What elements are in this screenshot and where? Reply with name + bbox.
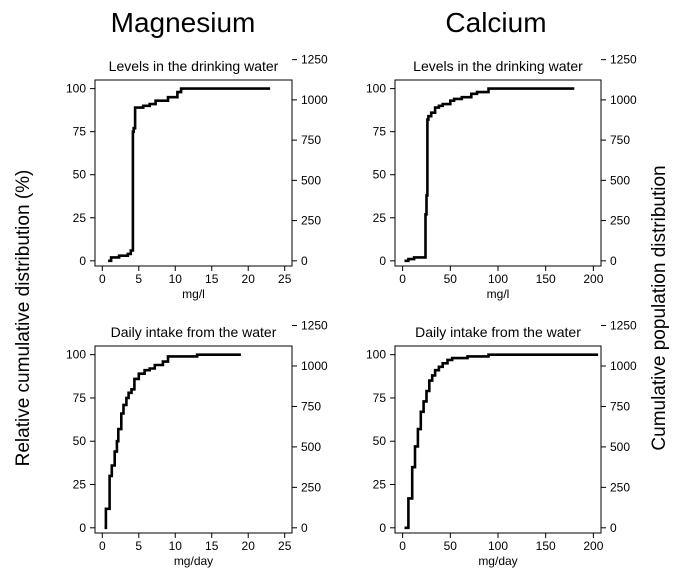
- y-tick-label: 100: [366, 82, 386, 96]
- y2-tick-label: 1250: [301, 319, 328, 333]
- x-tick-label: 150: [536, 272, 556, 286]
- y-tick-label: 75: [373, 391, 387, 405]
- y2-tick-label: 250: [610, 480, 630, 494]
- y2-tick-label: 0: [610, 254, 617, 268]
- x-tick-label: 5: [135, 539, 142, 553]
- right-axis-label: Cumulative population distribution: [649, 165, 670, 450]
- cumulative-step-line: [404, 87, 575, 263]
- y-tick-label: 50: [373, 434, 387, 448]
- cumulative-step-line: [104, 353, 241, 530]
- x-tick-label: 25: [278, 272, 292, 286]
- y2-tick-label: 0: [610, 521, 617, 535]
- y-tick-label: 100: [66, 348, 86, 362]
- y-tick-label: 75: [73, 125, 87, 139]
- panel-0: Levels in the drinking water025507510002…: [66, 53, 328, 301]
- y2-tick-label: 500: [301, 440, 321, 454]
- y2-tick-label: 0: [301, 254, 308, 268]
- x-tick-label: 100: [488, 539, 508, 553]
- y2-tick-label: 250: [301, 480, 321, 494]
- y-tick-label: 50: [73, 168, 87, 182]
- y-tick-label: 50: [73, 434, 87, 448]
- y-tick-label: 0: [379, 521, 386, 535]
- y-tick-label: 0: [379, 254, 386, 268]
- y-tick-label: 0: [79, 521, 86, 535]
- plot-frame: [94, 79, 293, 267]
- y2-tick-label: 750: [301, 399, 321, 413]
- x-tick-label: 200: [583, 272, 603, 286]
- x-tick-label: 20: [242, 272, 256, 286]
- panel-title: Levels in the drinking water: [109, 58, 279, 74]
- y-tick-label: 25: [73, 211, 87, 225]
- y-tick-label: 0: [79, 254, 86, 268]
- x-axis-label: mg/l: [487, 287, 510, 301]
- x-tick-label: 0: [399, 539, 406, 553]
- y2-tick-label: 250: [301, 214, 321, 228]
- x-tick-label: 200: [583, 539, 603, 553]
- column-title-calcium: Calcium: [445, 7, 546, 38]
- y2-tick-label: 1250: [301, 53, 328, 67]
- x-tick-label: 0: [399, 272, 406, 286]
- x-axis-label: mg/day: [174, 554, 213, 568]
- y2-tick-label: 1000: [610, 93, 637, 107]
- column-title-magnesium: Magnesium: [111, 7, 256, 38]
- panel-1: Levels in the drinking water025507510002…: [366, 53, 637, 301]
- y-tick-label: 100: [366, 348, 386, 362]
- x-tick-label: 10: [169, 539, 183, 553]
- panel-title: Daily intake from the water: [415, 324, 581, 340]
- y-tick-label: 75: [373, 125, 387, 139]
- y2-tick-label: 750: [610, 399, 630, 413]
- y-tick-label: 25: [73, 478, 87, 492]
- y2-tick-label: 500: [301, 173, 321, 187]
- y-tick-label: 25: [373, 478, 387, 492]
- y2-tick-label: 500: [610, 173, 630, 187]
- panel-title: Levels in the drinking water: [413, 58, 583, 74]
- x-tick-label: 150: [536, 539, 556, 553]
- y-tick-label: 100: [66, 82, 86, 96]
- left-axis-label: Relative cumulative distribution (%): [13, 170, 34, 467]
- plot-frame: [94, 345, 293, 534]
- y2-tick-label: 1000: [610, 359, 637, 373]
- y-tick-label: 50: [373, 168, 387, 182]
- x-tick-label: 50: [444, 539, 458, 553]
- y2-tick-label: 0: [301, 521, 308, 535]
- y-tick-label: 75: [73, 391, 87, 405]
- y2-tick-label: 500: [610, 440, 630, 454]
- x-tick-label: 50: [444, 272, 458, 286]
- y2-tick-label: 1000: [301, 359, 328, 373]
- x-axis-label: mg/day: [478, 554, 517, 568]
- y2-tick-label: 1250: [610, 53, 637, 67]
- x-tick-label: 10: [169, 272, 183, 286]
- y2-tick-label: 750: [610, 133, 630, 147]
- x-tick-label: 0: [99, 272, 106, 286]
- y2-tick-label: 1250: [610, 319, 637, 333]
- y-tick-label: 25: [373, 211, 387, 225]
- x-tick-label: 20: [242, 539, 256, 553]
- y2-tick-label: 1000: [301, 93, 328, 107]
- x-axis-label: mg/l: [182, 287, 205, 301]
- y2-tick-label: 750: [301, 133, 321, 147]
- x-tick-label: 15: [205, 272, 219, 286]
- panel-3: Daily intake from the water0255075100025…: [366, 319, 637, 568]
- x-tick-label: 0: [99, 539, 106, 553]
- cumulative-step-line: [404, 353, 599, 530]
- x-tick-label: 100: [488, 272, 508, 286]
- y2-tick-label: 250: [610, 214, 630, 228]
- cumulative-step-line: [108, 87, 271, 263]
- panel-2: Daily intake from the water0255075100025…: [66, 319, 328, 568]
- x-tick-label: 5: [135, 272, 142, 286]
- x-tick-label: 15: [205, 539, 219, 553]
- plot-frame: [394, 345, 602, 534]
- panel-title: Daily intake from the water: [111, 324, 277, 340]
- x-tick-label: 25: [278, 539, 292, 553]
